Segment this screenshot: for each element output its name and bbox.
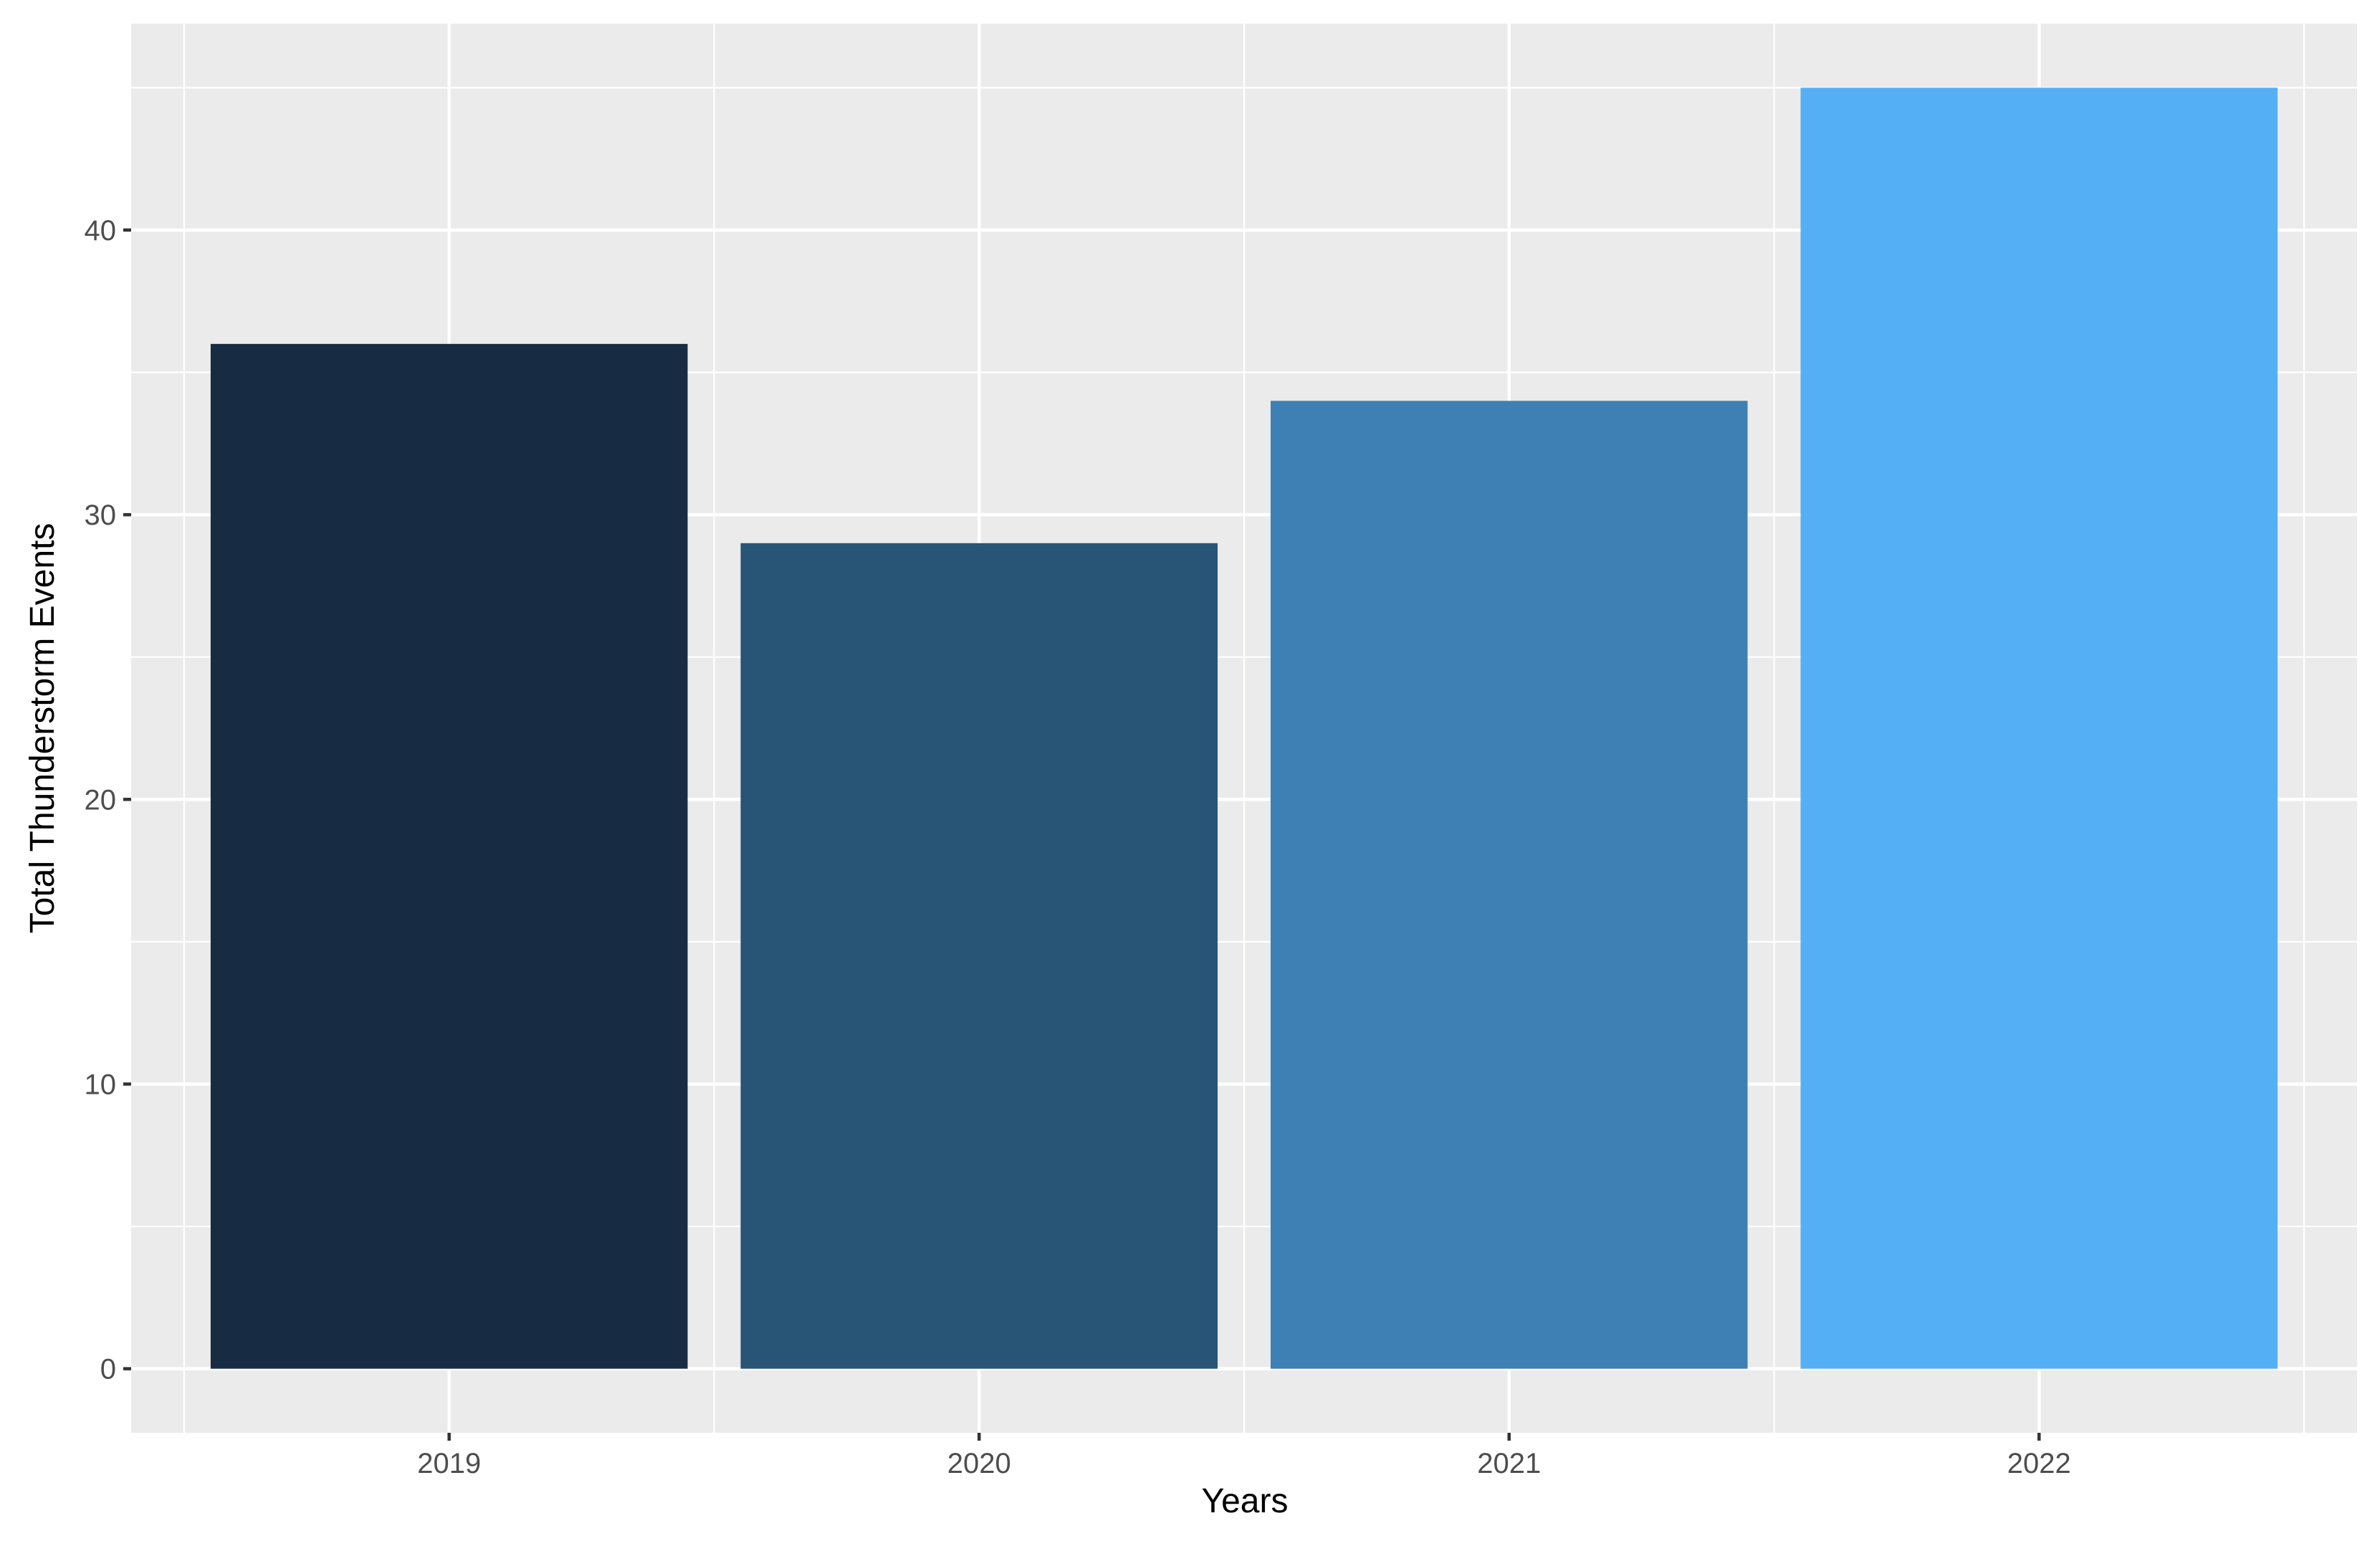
bar-2020 — [740, 543, 1218, 1369]
x-tick-label: 2020 — [947, 1448, 1011, 1479]
y-tick-label: 0 — [100, 1354, 116, 1385]
y-tick-label: 10 — [85, 1069, 117, 1100]
y-tick-label: 30 — [85, 500, 117, 531]
y-tick-label: 20 — [85, 784, 117, 816]
x-tick-label: 2022 — [2007, 1448, 2071, 1479]
y-tick-label: 40 — [85, 215, 117, 247]
y-axis: 0 10 20 30 40 — [85, 215, 131, 1385]
x-tick-label: 2019 — [417, 1448, 481, 1479]
bars — [210, 87, 2278, 1369]
y-axis-title: Total Thunderstorm Events — [24, 523, 62, 934]
bar-2022 — [1800, 87, 2278, 1369]
x-tick-label: 2021 — [1477, 1448, 1541, 1479]
x-axis-title: Years — [1202, 1482, 1289, 1520]
bar-2019 — [210, 343, 688, 1369]
x-axis: 2019 2020 2021 2022 — [417, 1433, 2071, 1479]
bar-2021 — [1270, 401, 1748, 1369]
